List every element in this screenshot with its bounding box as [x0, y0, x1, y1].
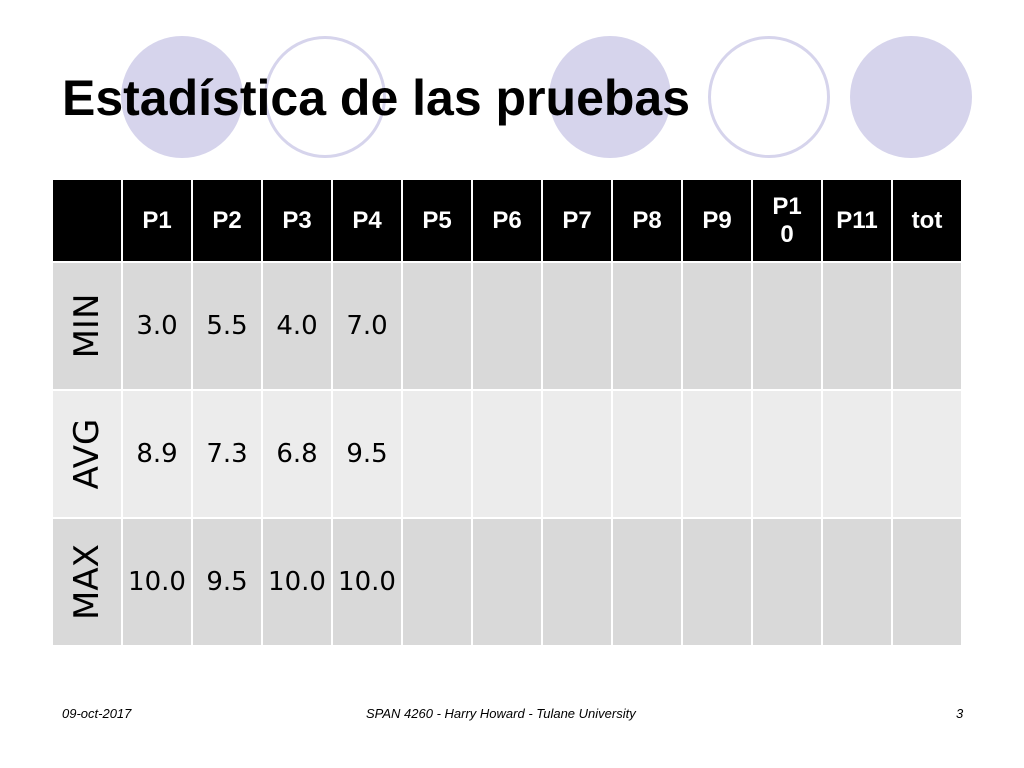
table-row-avg: AVG 8.9 7.3 6.8 9.5	[51, 389, 963, 519]
table-cell	[751, 517, 823, 647]
table-cell	[471, 389, 543, 519]
table-cell	[611, 517, 683, 647]
table-cell	[471, 517, 543, 647]
header-p1: P1	[121, 178, 193, 263]
table-row-max: MAX 10.0 9.5 10.0 10.0	[51, 517, 963, 647]
table-cell	[471, 261, 543, 391]
table-cell: 10.0	[121, 517, 193, 647]
table-cell: 7.0	[331, 261, 403, 391]
footer-date: 09-oct-2017	[62, 706, 132, 721]
table-cell	[821, 261, 893, 391]
table-cell	[891, 389, 963, 519]
table-cell	[681, 517, 753, 647]
footer-course: SPAN 4260 - Harry Howard - Tulane Univer…	[366, 706, 636, 721]
table-cell	[541, 261, 613, 391]
table-cell: 8.9	[121, 389, 193, 519]
header-p7: P7	[541, 178, 613, 263]
header-p5: P5	[401, 178, 473, 263]
row-label-cell: MIN	[51, 261, 123, 391]
header-p4: P4	[331, 178, 403, 263]
table-cell	[541, 389, 613, 519]
decor-ring-2	[708, 36, 830, 158]
stats-table: P1 P2 P3 P4 P5 P6 P7 P8 P9 P10 P11 tot M…	[51, 178, 963, 647]
row-label: AVG	[67, 418, 107, 490]
table-cell	[611, 261, 683, 391]
header-row: P1 P2 P3 P4 P5 P6 P7 P8 P9 P10 P11 tot	[51, 178, 963, 263]
decor-circle-2	[549, 36, 671, 158]
header-p11: P11	[821, 178, 893, 263]
table-cell: 4.0	[261, 261, 333, 391]
header-p6: P6	[471, 178, 543, 263]
header-p10-label: P10	[772, 192, 802, 248]
footer-page-number: 3	[956, 706, 964, 721]
row-label: MIN	[67, 293, 107, 359]
table-cell: 9.5	[331, 389, 403, 519]
table-cell	[681, 261, 753, 391]
header-corner	[51, 178, 123, 263]
table-cell	[891, 517, 963, 647]
table-cell: 9.5	[191, 517, 263, 647]
table-cell	[611, 389, 683, 519]
table-cell	[751, 261, 823, 391]
table-cell	[751, 389, 823, 519]
header-p10: P10	[751, 178, 823, 263]
row-label-cell: AVG	[51, 389, 123, 519]
table-cell	[821, 517, 893, 647]
slide-title: Estadística de las pruebas	[62, 70, 691, 126]
table-cell	[541, 517, 613, 647]
table-cell	[401, 517, 473, 647]
decor-circle-3	[850, 36, 972, 158]
header-p9: P9	[681, 178, 753, 263]
table-cell: 3.0	[121, 261, 193, 391]
decor-ring-1	[264, 36, 386, 158]
header-tot: tot	[891, 178, 963, 263]
header-p8: P8	[611, 178, 683, 263]
table-cell	[891, 261, 963, 391]
row-label-cell: MAX	[51, 517, 123, 647]
header-p3: P3	[261, 178, 333, 263]
table-cell: 6.8	[261, 389, 333, 519]
table-cell: 7.3	[191, 389, 263, 519]
row-label: MAX	[67, 544, 107, 620]
table-row-min: MIN 3.0 5.5 4.0 7.0	[51, 261, 963, 391]
table-cell	[401, 389, 473, 519]
decor-circle-1	[121, 36, 243, 158]
table-cell: 10.0	[331, 517, 403, 647]
table-cell: 10.0	[261, 517, 333, 647]
table-cell: 5.5	[191, 261, 263, 391]
table-cell	[401, 261, 473, 391]
table-cell	[681, 389, 753, 519]
table-cell	[821, 389, 893, 519]
header-p2: P2	[191, 178, 263, 263]
